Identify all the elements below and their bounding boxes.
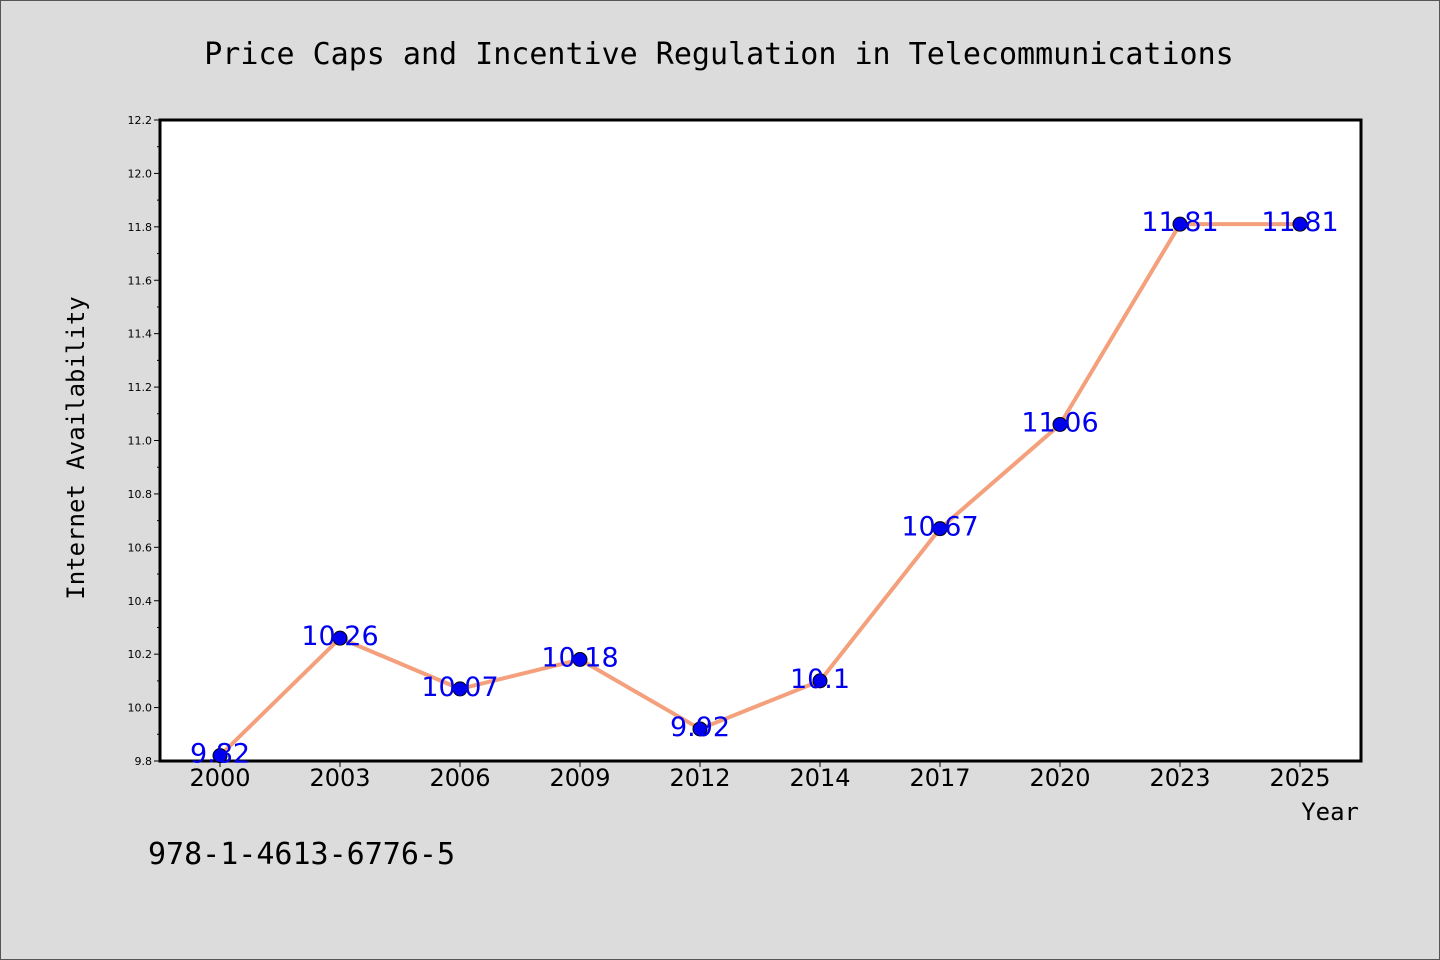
data-label: 10.18 [541, 643, 618, 674]
plot-area [158, 118, 1363, 763]
x-tick-label: 2000 [189, 764, 250, 792]
series-markers [212, 216, 1308, 764]
data-point [812, 673, 828, 689]
x-tick-label: 2023 [1149, 764, 1210, 792]
data-point [572, 652, 588, 668]
data-point [692, 721, 708, 737]
x-tick-label: 2012 [669, 764, 730, 792]
data-label: 10.07 [421, 672, 498, 703]
y-tick-label: 9.8 [135, 755, 153, 768]
y-tick-label: 11.2 [128, 381, 153, 394]
x-tick-label: 2003 [309, 764, 370, 792]
data-point [1052, 416, 1068, 432]
y-axis-ticks: 9.8 10.0 10.2 10.4 10.6 10.8 11.0 11.2 11.4 11.6 1… [128, 114, 160, 768]
y-tick-label: 10.6 [128, 541, 153, 554]
data-labels: 9.82 10.26 10.07 10.18 9.92 10.1 10.67 11.06 11.… [190, 207, 1339, 769]
y-tick-label: 10.2 [128, 648, 153, 661]
x-axis-ticks: 2000 2003 2006 2009 2012 2014 2017 2020 2023 2025 [189, 761, 1331, 792]
y-tick-label: 10.4 [128, 595, 153, 608]
x-tick-label: 2020 [1029, 764, 1090, 792]
data-label: 10.26 [301, 621, 378, 652]
x-tick-label: 2006 [429, 764, 490, 792]
data-point [452, 681, 468, 697]
data-point [1292, 216, 1308, 232]
y-tick-label: 10.0 [128, 702, 153, 715]
x-tick-label: 2009 [549, 764, 610, 792]
data-point [1172, 216, 1188, 232]
data-label: 10.67 [901, 512, 978, 543]
y-tick-label: 11.8 [128, 221, 153, 234]
y-tick-label: 11.4 [128, 328, 153, 341]
y-axis-label: Internet Availability [62, 296, 90, 599]
data-point [932, 521, 948, 537]
data-label: 10.1 [790, 664, 850, 695]
series-line [218, 222, 1300, 758]
y-tick-label: 10.8 [128, 488, 153, 501]
y-tick-label: 12.2 [128, 114, 153, 127]
isbn-text: 978-1-4613-6776-5 [148, 837, 455, 872]
y-tick-label: 11.0 [128, 435, 153, 448]
data-label: 11.81 [1261, 207, 1338, 238]
x-tick-label: 2017 [909, 764, 970, 792]
data-point [212, 748, 228, 764]
y-tick-label: 12.0 [128, 167, 153, 180]
x-tick-label: 2025 [1269, 764, 1330, 792]
data-label: 11.06 [1021, 407, 1098, 438]
x-axis-label: Year [1301, 798, 1359, 826]
chart-title: Price Caps and Incentive Regulation in T… [204, 37, 1234, 72]
data-label: 9.92 [670, 712, 730, 743]
x-tick-label: 2014 [789, 764, 850, 792]
y-tick-label: 11.6 [128, 274, 153, 287]
data-label: 11.81 [1141, 207, 1218, 238]
data-point [332, 630, 348, 646]
data-label: 9.82 [190, 739, 250, 770]
